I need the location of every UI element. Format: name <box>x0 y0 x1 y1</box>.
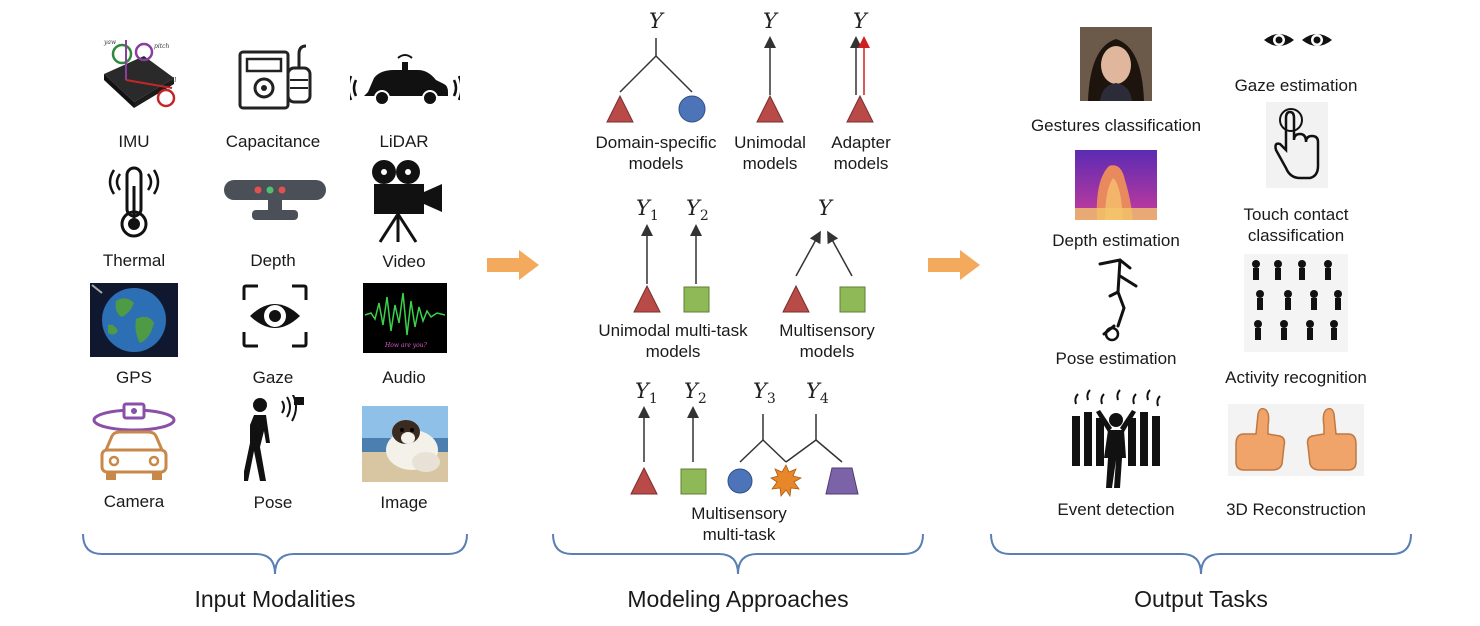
unimodal-mt-output-y2: Y2 <box>686 196 709 224</box>
msmt-output-y4: Y4 <box>806 379 829 407</box>
unimodal-mt-square <box>683 286 710 313</box>
audio-waveform-icon: How are you? <box>363 283 447 353</box>
msmt-triangle <box>630 466 658 495</box>
imu-yaw-text: yaw <box>103 39 117 46</box>
gestures-label: Gestures classification <box>1030 116 1202 135</box>
msmt-output-y1: Y1 <box>635 379 658 407</box>
multisensory-arrow-right <box>827 230 853 277</box>
reconstruction-label: 3D Reconstruction <box>1226 500 1366 519</box>
gaze-label: Gaze <box>252 368 294 387</box>
unimodal-mt-triangle <box>633 284 661 313</box>
msmt-star <box>770 464 803 498</box>
audio-caption-text: How are you? <box>384 342 428 349</box>
imu-label: IMU <box>118 132 150 151</box>
thumbs-up-3d-icon <box>1228 404 1364 476</box>
car-camera-icon <box>92 402 176 480</box>
video-label: Video <box>382 252 426 271</box>
dog-photo-icon <box>362 406 448 482</box>
domain-specific-circle <box>678 95 706 123</box>
unimodal-output-y: Y <box>763 9 779 33</box>
unimodal-multitask-label: Unimodal multi-task models <box>598 321 748 361</box>
adapter-output-y: Y <box>853 9 869 33</box>
pose-estimation-label: Pose estimation <box>1055 349 1177 368</box>
gaze-eyes-icon <box>1264 34 1332 46</box>
domain-specific-label: Domain-specific models <box>595 133 717 173</box>
multisensory-multitask-label: Multisensory multi-task <box>691 504 787 544</box>
msmt-branch-4a <box>785 439 817 463</box>
gestures-face-photo-icon <box>1080 27 1152 101</box>
depth-estimation-label: Depth estimation <box>1052 231 1180 250</box>
adapter-label: Adapter models <box>831 133 891 173</box>
adapter-triangle <box>846 94 874 123</box>
gps-globe-icon <box>90 283 178 357</box>
unimodal-label: Unimodal models <box>734 133 806 173</box>
msmt-output-y2: Y2 <box>684 379 707 407</box>
pose-label: Pose <box>253 493 293 512</box>
depth-camera-icon <box>224 180 326 220</box>
touch-hand-icon <box>1266 102 1328 188</box>
modeling-approaches-title: Modeling Approaches <box>627 586 849 612</box>
multisensory-label: Multisensory models <box>779 321 875 361</box>
depth-label: Depth <box>250 251 296 270</box>
multisensory-arrow-left <box>795 230 821 277</box>
output-brace <box>990 533 1412 575</box>
flow-arrow-input-to-model <box>487 250 539 280</box>
msmt-output-y3: Y3 <box>753 379 776 407</box>
lidar-car-icon <box>350 54 460 106</box>
lidar-label: LiDAR <box>379 132 429 151</box>
capacitance-label: Capacitance <box>225 132 321 151</box>
domain-specific-output-y: Y <box>649 9 665 33</box>
flow-arrow-model-to-output <box>928 250 980 280</box>
domain-specific-branch-left <box>619 55 657 93</box>
msmt-branch-4b <box>815 439 843 463</box>
output-tasks-title: Output Tasks <box>1134 586 1268 612</box>
activity-label: Activity recognition <box>1225 368 1367 387</box>
activity-collage-icon <box>1244 254 1348 352</box>
msmt-branch-3b <box>762 439 787 463</box>
touch-label: Touch contact classification <box>1243 205 1349 245</box>
event-detection-label: Event detection <box>1057 500 1175 519</box>
gaze-estimation-label: Gaze estimation <box>1234 76 1358 95</box>
audio-label: Audio <box>382 368 426 387</box>
multisensory-output-y: Y <box>818 196 834 220</box>
msmt-square <box>680 468 707 495</box>
msmt-branch-3a <box>739 439 764 463</box>
multisensory-square <box>839 286 866 313</box>
multisensory-triangle <box>782 284 810 313</box>
video-camera-icon <box>372 160 442 243</box>
pose-figure-icon <box>1098 258 1138 342</box>
camera-label: Camera <box>103 492 165 511</box>
domain-specific-triangle <box>606 94 634 123</box>
imu-chip-icon: yaw pitch roll <box>103 39 176 108</box>
walking-person-icon <box>244 395 304 481</box>
unimodal-mt-output-y1: Y1 <box>636 196 659 224</box>
msmt-trapezoid <box>825 467 859 495</box>
event-crowd-icon <box>1072 389 1161 488</box>
imu-pitch-text: pitch <box>154 43 170 50</box>
imu-roll-text: roll <box>166 77 176 84</box>
modeling-diagram: Y Y Y Y1 Y2 Y Y1 Y2 Y3 Y4 <box>606 9 874 498</box>
domain-specific-branch-right <box>655 55 693 93</box>
input-brace <box>82 533 468 575</box>
thermometer-icon <box>108 166 160 238</box>
capacitance-icon <box>238 44 312 110</box>
image-label: Image <box>380 493 428 512</box>
msmt-circle <box>727 468 753 494</box>
depth-heatmap-icon <box>1075 150 1157 220</box>
gaze-eye-icon <box>242 284 308 348</box>
input-modalities-title: Input Modalities <box>194 586 356 612</box>
unimodal-triangle <box>756 94 784 123</box>
thermal-label: Thermal <box>102 251 166 270</box>
modeling-brace <box>552 533 924 575</box>
gps-label: GPS <box>116 368 152 387</box>
